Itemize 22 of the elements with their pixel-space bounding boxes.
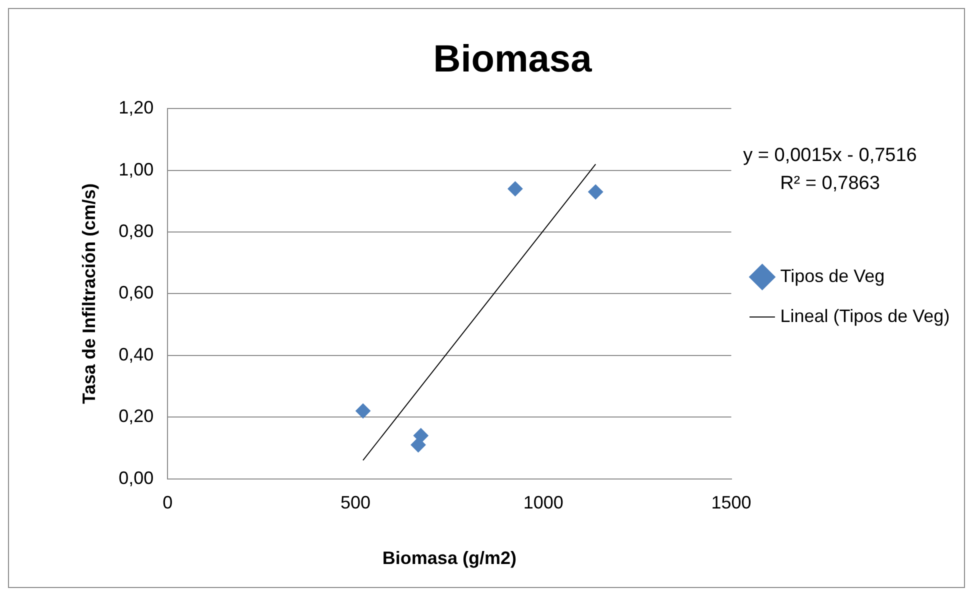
point (356, 403, 371, 418)
x-tick-label: 500 (340, 492, 371, 513)
y-tick-label: 1,00 (118, 159, 154, 180)
point (410, 437, 426, 452)
y-tick-label: 1,20 (118, 98, 154, 118)
legend-label: Tipos de Veg (780, 266, 885, 286)
chart-title: Biomasa (433, 38, 593, 80)
point (508, 181, 523, 196)
x-tick-label: 0 (162, 492, 173, 513)
y-axis-title: Tasa de Infiltración (cm/s) (78, 183, 99, 404)
text: y = 0,0015x - 0,7516 (742, 144, 918, 168)
y-tick-label: 0,40 (118, 344, 154, 364)
x-axis-title: Biomasa (g/m2) (382, 548, 516, 568)
y-tick-label: 0,00 (118, 468, 154, 488)
y-tick-label: 0,80 (118, 220, 154, 241)
x-tick-label: 1000 (523, 492, 564, 513)
y-tick-label: 0,60 (118, 282, 154, 303)
x-tick-label: 1500 (711, 492, 752, 513)
legend-label: Lineal (Tipos de Veg) (780, 306, 950, 326)
text: R² = 0,7863 (779, 172, 881, 196)
y-tick-label: 0,20 (118, 406, 154, 426)
point (588, 184, 604, 200)
